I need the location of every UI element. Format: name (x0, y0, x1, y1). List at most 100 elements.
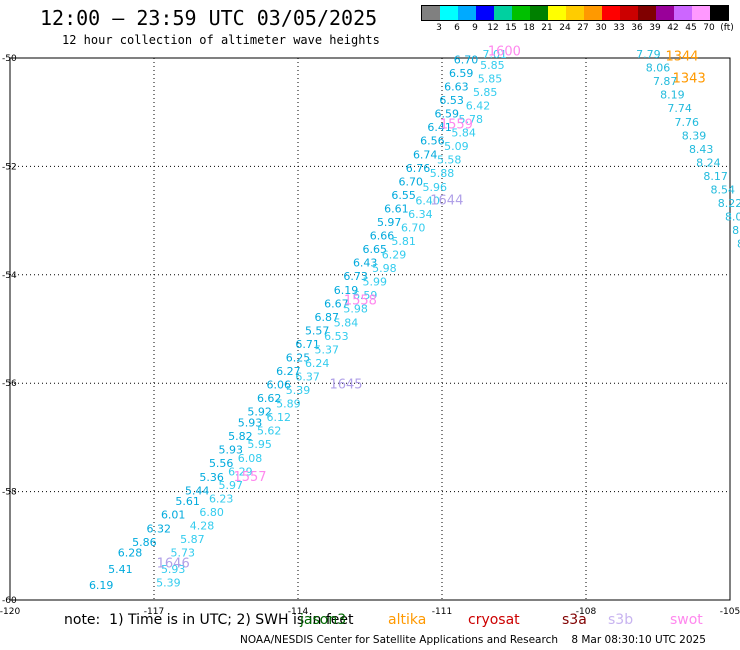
wave-height-label: 6.19 (89, 579, 114, 592)
page-subtitle: 12 hour collection of altimeter wave hei… (62, 33, 380, 47)
wave-height-label: 5.44 (185, 484, 210, 497)
pass-time-label: 1344 (665, 50, 698, 65)
pass-time-label: 1645 (329, 378, 362, 393)
wave-height-label: 5.82 (228, 430, 253, 443)
wave-height-label: 6.23 (209, 492, 234, 505)
wave-height-label: 5.58 (437, 154, 462, 167)
satellite-cryosat: cryosat (468, 612, 520, 628)
wave-height-label: 6.80 (199, 506, 224, 519)
wave-height-label: 6.25 (286, 352, 311, 365)
wave-height-label: 4.28 (190, 520, 215, 533)
wave-height-label: 6.55 (391, 189, 416, 202)
wave-height-label: 6.27 (276, 365, 301, 378)
wave-height-label: 6.08 (238, 452, 263, 465)
legend-swatch (692, 6, 710, 20)
wave-height-label: 5.92 (247, 406, 272, 419)
legend-labels: 3 6 9 12 15 18 21 24 27 30 33 36 39 42 45 70 (ft) (421, 21, 734, 35)
wave-height-label: 5.73 (171, 547, 196, 560)
wave-height-label: 6.70 (454, 53, 479, 66)
wave-height-label: 5.85 (473, 86, 498, 99)
wave-height-label: 5.85 (478, 72, 503, 85)
x-tick-label: -108 (576, 607, 597, 617)
legend-swatch (656, 6, 674, 20)
wave-height-label: 6.59 (353, 289, 378, 302)
legend-swatch (458, 6, 476, 20)
wave-height-label: 5.93 (219, 444, 244, 457)
legend-swatch (620, 6, 638, 20)
wave-height-label: 6.40 (415, 194, 440, 207)
wave-height-label: 6.87 (315, 311, 340, 324)
wave-height-label: 8.22 (718, 197, 740, 210)
legend-swatch (584, 6, 602, 20)
wave-height-label: 6.70 (401, 221, 426, 234)
wave-height-label: 6.24 (305, 357, 330, 370)
satellite-s3b: s3b (608, 612, 634, 628)
wave-height-label: 6.66 (370, 230, 395, 243)
page-title: 12:00 — 23:59 UTC 03/05/2025 (40, 6, 378, 30)
wave-height-label: 5.62 (257, 425, 282, 438)
wave-height-label: 6.37 (295, 370, 320, 383)
legend-swatch (494, 6, 512, 20)
wave-height-label: 6.53 (439, 94, 464, 107)
wave-height-label: 6.06 (267, 379, 292, 392)
wave-height-label: 8.17 (703, 170, 728, 183)
legend-swatch (566, 6, 584, 20)
wave-height-label: 8.32 (732, 224, 740, 237)
wave-height-label: 6.19 (334, 284, 359, 297)
legend-swatch (422, 6, 440, 20)
pass-time-label: 1557 (233, 470, 266, 485)
wave-height-label: 6.76 (406, 162, 431, 175)
wave-height-label: 5.57 (305, 324, 330, 337)
legend-swatch (440, 6, 458, 20)
wave-height-label: 8.06 (646, 62, 671, 75)
wave-height-label: 6.32 (147, 522, 172, 535)
wave-height-label: 6.34 (408, 208, 433, 221)
legend-swatch (710, 6, 728, 20)
legend-label: 9 (472, 23, 478, 33)
wave-height-label: 5.99 (363, 276, 388, 289)
wave-height-label: 6.71 (295, 338, 320, 351)
legend-label: 3 (436, 23, 442, 33)
wave-height-label: 6.67 (324, 297, 349, 310)
wave-height-label: 5.84 (451, 127, 476, 140)
wave-height-label: 7.79 (636, 48, 661, 61)
wave-height-label: 6.41 (427, 121, 452, 134)
wave-height-label: 5.37 (315, 343, 340, 356)
legend-label: 70 (703, 23, 715, 33)
wave-height-label: 6.63 (444, 81, 469, 94)
legend-label: 24 (559, 23, 571, 33)
wave-height-label: 5.87 (180, 533, 205, 546)
x-tick-label: -117 (144, 607, 164, 617)
wave-height-label: 5.86 (132, 536, 157, 549)
wave-height-label: 6.29 (228, 465, 253, 478)
x-tick-label: -111 (432, 607, 452, 617)
credit-line: NOAA/NESDIS Center for Satellite Applica… (240, 634, 706, 646)
legend-label: 33 (613, 23, 625, 33)
pass-time-label: 1559 (440, 117, 473, 132)
wave-height-label: 6.01 (161, 509, 186, 522)
legend-label: 6 (454, 23, 460, 33)
wave-height-label: 6.56 (420, 135, 445, 148)
wave-height-label: 8.19 (660, 89, 685, 102)
legend-swatch (530, 6, 548, 20)
legend-label: 30 (595, 23, 607, 33)
wave-height-label: 6.62 (257, 392, 282, 405)
legend-label: 45 (685, 23, 697, 33)
legend-label: 27 (577, 23, 589, 33)
wave-height-label: 5.96 (423, 181, 448, 194)
wave-height-label: 5.93 (238, 417, 263, 430)
legend-label: 12 (487, 23, 499, 33)
legend-swatch (674, 6, 692, 20)
satellite-s3a: s3a (562, 612, 587, 628)
wave-height-label: 7.76 (675, 116, 700, 129)
wave-height-label: 5.39 (286, 384, 311, 397)
wave-height-label: 7.01 (483, 48, 508, 61)
satellite-altika: altika (388, 612, 427, 628)
wave-height-label: 6.53 (324, 330, 349, 343)
satellite-swot: swot (670, 612, 703, 628)
wave-height-label: 6.12 (267, 411, 292, 424)
wave-height-label: 6.61 (384, 202, 409, 215)
satellite-jason3: jason3 (300, 612, 347, 628)
wave-height-label: 5.09 (444, 140, 469, 153)
